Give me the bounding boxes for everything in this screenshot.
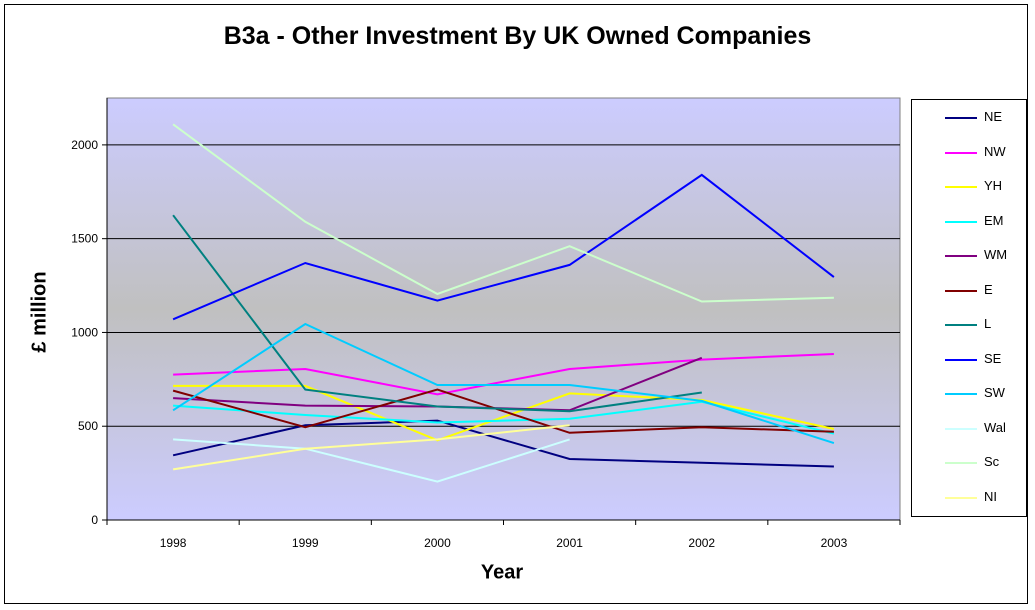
series-line-l <box>172 214 702 413</box>
legend-label: E <box>984 281 993 297</box>
legend-label: WM <box>984 247 1008 262</box>
legend-swatch <box>945 462 977 464</box>
legend-label: SE <box>984 350 1002 366</box>
legend-item-ni: NI <box>912 488 1026 508</box>
legend-item-yh: YH <box>912 177 1026 197</box>
legend-swatch <box>945 427 977 430</box>
series-line-ni <box>172 424 570 471</box>
legend-item-wm: WM <box>912 246 1026 266</box>
legend-item-em: EM <box>912 212 1026 232</box>
x-tick-label: 2001 <box>556 536 583 550</box>
x-tick-label: 1998 <box>160 536 187 550</box>
legend-item-nw: NW <box>912 143 1026 163</box>
y-tick-label: 0 <box>91 513 98 527</box>
legend-swatch <box>945 151 977 154</box>
legend-item-sw: SW <box>912 384 1026 404</box>
legend-label: NI <box>984 488 997 504</box>
y-tick-label: 1500 <box>71 232 98 246</box>
legend-item-ne: NE <box>912 108 1026 128</box>
legend-label: L <box>984 316 992 331</box>
series-line-nw <box>173 353 834 396</box>
series-line-ne <box>172 419 834 468</box>
legend-swatch <box>945 324 977 326</box>
legend-label: NW <box>984 143 1006 159</box>
y-tick-label: 2000 <box>71 138 98 152</box>
x-tick-label: 2000 <box>424 536 451 550</box>
legend: NE NW YH EM WM E L SE SW Wal Sc NI <box>911 99 1027 517</box>
legend-label: NE <box>984 109 1003 124</box>
series-line-yh <box>173 384 835 442</box>
plot-background <box>106 97 901 521</box>
chart-title: B3a - Other Investment By UK Owned Compa… <box>223 22 812 50</box>
legend-label: Wal <box>984 419 1006 435</box>
legend-swatch <box>945 289 977 292</box>
x-axis-label: Year <box>480 561 524 584</box>
y-tick-label: 1000 <box>71 325 98 339</box>
legend-swatch <box>945 117 977 119</box>
legend-item-sc: Sc <box>912 453 1026 473</box>
legend-item-l: L <box>912 315 1026 335</box>
series-line-sw <box>172 322 835 445</box>
legend-label: Sc <box>984 454 1000 469</box>
legend-label: EM <box>984 212 1004 228</box>
legend-item-wal: Wal <box>912 419 1026 439</box>
legend-swatch <box>945 220 977 223</box>
legend-item-e: E <box>912 281 1026 301</box>
x-tick-label: 2003 <box>821 536 848 550</box>
legend-swatch <box>945 496 977 499</box>
legend-item-se: SE <box>912 350 1026 370</box>
legend-swatch <box>945 393 977 395</box>
series-line-sc <box>172 123 834 303</box>
y-tick-label: 500 <box>78 419 98 433</box>
series-line-wal <box>173 438 570 483</box>
x-tick-label: 1999 <box>292 536 319 550</box>
legend-swatch <box>945 358 977 361</box>
x-tick-label: 2002 <box>688 536 715 550</box>
legend-label: SW <box>984 385 1005 400</box>
legend-swatch <box>945 255 977 257</box>
series-line-se <box>172 173 835 321</box>
series-line-e <box>172 388 834 434</box>
legend-label: YH <box>984 178 1003 193</box>
legend-swatch <box>945 186 977 188</box>
